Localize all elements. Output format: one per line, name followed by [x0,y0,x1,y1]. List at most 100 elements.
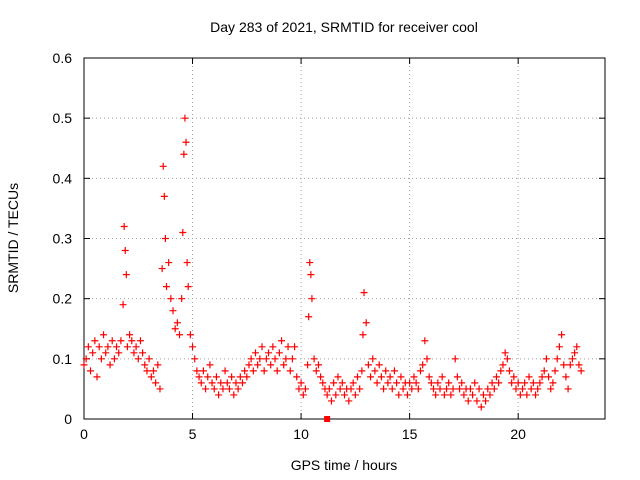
data-point [286,367,294,375]
data-point [508,379,516,387]
y-tick-label: 0 [64,411,72,427]
data-point [258,343,266,351]
data-point [93,373,101,381]
data-point [451,355,459,363]
data-point [497,367,505,375]
data-point [295,385,303,393]
data-point [464,397,472,405]
data-point [314,361,322,369]
data-point [115,349,123,357]
data-point [260,367,268,375]
data-point [147,373,155,381]
data-point [305,313,313,321]
data-point [123,343,131,351]
x-tick-label: 10 [293,426,309,442]
data-point [373,379,381,387]
data-point [267,361,275,369]
data-point [484,385,492,393]
data-point [306,259,314,267]
data-point [349,379,357,387]
data-point [247,355,255,363]
data-point [488,379,496,387]
data-point [202,385,210,393]
data-point [82,355,90,363]
data-point [356,385,364,393]
data-point [330,379,338,387]
data-point [307,271,315,279]
data-point [380,385,388,393]
data-point [169,307,177,315]
data-point [403,391,411,399]
data-point [97,355,105,363]
data-point [208,379,216,387]
data-point [301,385,309,393]
data-point [238,379,246,387]
y-tick-label: 0.2 [53,291,73,307]
data-point [573,343,581,351]
data-point [532,391,540,399]
data-point [143,367,151,375]
data-point [332,391,340,399]
data-point [553,355,561,363]
data-point [390,367,398,375]
data-point [327,397,335,405]
data-point [317,373,325,381]
data-point [171,325,179,333]
data-point [414,385,422,393]
data-point [425,373,433,381]
data-point [234,385,242,393]
data-point [158,265,166,273]
data-point [566,361,574,369]
data-point [152,379,160,387]
data-point [176,331,184,339]
data-point [254,361,262,369]
y-axis-title: SRMTID / TECUs [5,183,21,293]
data-point [293,373,301,381]
data-point [308,295,316,303]
y-tick-label: 0.4 [53,170,73,186]
data-point [555,343,563,351]
data-point [160,192,168,200]
data-point [310,355,318,363]
data-point [416,367,424,375]
data-point [388,385,396,393]
data-point [393,379,401,387]
data-point [87,367,95,375]
data-point [419,361,427,369]
data-point [122,271,130,279]
data-point [371,367,379,375]
data-point [120,222,128,230]
data-point [280,361,288,369]
chart-title: Day 283 of 2021, SRMTID for receiver coo… [210,19,478,35]
data-point [210,385,218,393]
data-point [430,385,438,393]
data-point [336,385,344,393]
data-point [139,349,147,357]
data-point [523,391,531,399]
data-point [499,361,507,369]
axis-ticks: 0 5 10 15 20 0 0.1 0.2 0.3 0.4 0.5 0.6 [53,50,605,442]
data-point [434,379,442,387]
data-point [178,295,186,303]
data-point [482,397,490,405]
y-tick-label: 0.3 [53,231,73,247]
data-point [486,391,494,399]
data-point [241,367,249,375]
y-tick-label: 0.6 [53,50,73,66]
data-point [549,379,557,387]
data-point [421,337,429,345]
data-point [128,337,136,345]
data-point [432,391,440,399]
x-axis-title: GPS time / hours [291,457,398,473]
data-point [204,373,212,381]
data-point [206,361,214,369]
data-point [249,367,257,375]
data-point [545,373,553,381]
data-point [136,337,144,345]
data-point [126,331,134,339]
data-point [384,379,392,387]
data-point [445,379,453,387]
data-point [95,343,103,351]
data-point [562,373,570,381]
data-point [189,343,197,351]
